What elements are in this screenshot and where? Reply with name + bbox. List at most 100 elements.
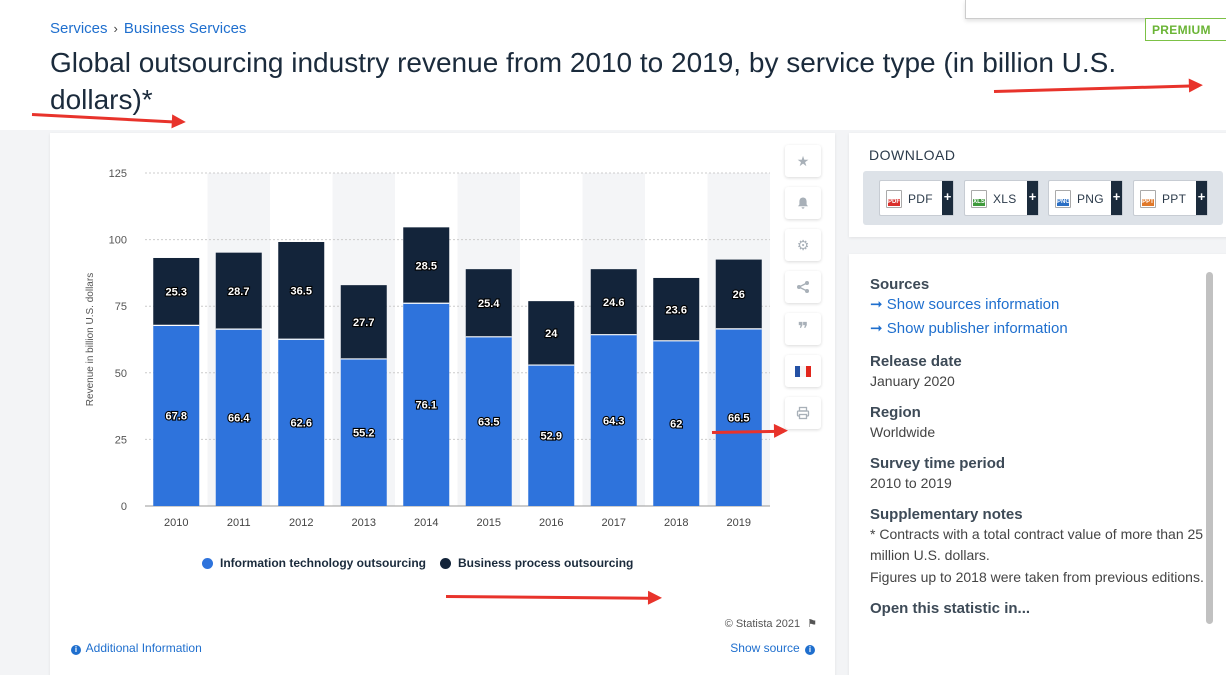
x-tick-label: 2017	[602, 517, 626, 529]
supplementary-notes-text: * Contracts with a total contract value …	[870, 526, 1204, 563]
data-label-it: 62	[670, 418, 682, 430]
download-pdf-label: PDF	[908, 192, 933, 206]
data-label-it: 55.2	[353, 427, 374, 439]
bell-icon[interactable]	[785, 187, 821, 219]
show-sources-label: Show sources information	[886, 296, 1060, 313]
data-label-bp: 28.5	[416, 260, 437, 272]
chart-legend: Information technology outsourcing Busin…	[202, 556, 633, 570]
release-date-heading: Release date	[870, 353, 962, 370]
show-sources-link[interactable]: ➞ Show sources information	[870, 293, 1205, 317]
sources-heading: Sources	[870, 276, 930, 293]
legend-item-bp[interactable]: Business process outsourcing	[440, 556, 633, 570]
data-label-it: 64.3	[603, 415, 624, 427]
bar-it[interactable]	[465, 336, 512, 506]
annotation-arrow	[711, 429, 785, 434]
survey-period-value: 2010 to 2019	[870, 475, 952, 491]
bar-it[interactable]	[215, 329, 262, 506]
info-icon: i	[71, 645, 81, 655]
gear-icon[interactable]: ⚙	[785, 229, 821, 261]
bar-bp[interactable]	[278, 241, 325, 340]
bar-it[interactable]	[403, 303, 450, 506]
download-ppt-button[interactable]: PPT PPT +	[1133, 180, 1208, 216]
breadcrumb-business-services[interactable]: Business Services	[123, 20, 247, 37]
data-label-it: 52.9	[541, 431, 562, 443]
data-label-bp: 25.3	[166, 287, 187, 299]
legend-label-bp: Business process outsourcing	[458, 556, 634, 570]
png-file-icon: PNG	[1055, 190, 1071, 208]
stacked-bar-chart: 0 25 50 75 100 125 Revenue in billion U.S. do…	[85, 168, 770, 529]
plus-icon: +	[942, 181, 953, 215]
x-tick-label: 2014	[414, 517, 438, 529]
plus-icon: +	[1196, 181, 1207, 215]
chart-card: 0 25 50 75 100 125 Revenue in billion U.S. do…	[50, 133, 835, 675]
y-tick-label: 125	[109, 168, 127, 180]
bar-it[interactable]	[715, 328, 762, 506]
download-xls-label: XLS	[993, 192, 1017, 206]
flag-icon: ⚑	[807, 618, 817, 630]
x-tick-label: 2013	[352, 517, 376, 529]
y-tick-label: 100	[109, 235, 127, 247]
bar-bp[interactable]	[653, 277, 700, 341]
page-title: Global outsourcing industry revenue from…	[50, 47, 1117, 115]
x-tick-label: 2012	[289, 517, 313, 529]
y-tick-label: 75	[115, 301, 127, 313]
download-png-label: PNG	[1077, 192, 1104, 206]
show-publisher-label: Show publisher information	[886, 320, 1068, 337]
data-label-bp: 24.6	[603, 297, 624, 309]
bar-bp[interactable]	[340, 285, 387, 359]
data-label-bp: 25.4	[478, 298, 500, 310]
french-flag-icon[interactable]	[785, 355, 821, 387]
data-label-it: 62.6	[291, 418, 312, 430]
show-source-label: Show source	[730, 641, 800, 655]
print-icon[interactable]	[785, 397, 821, 429]
breadcrumb: Services › Business Services	[50, 20, 246, 37]
supplementary-notes-text-2: Figures up to 2018 were taken from previ…	[870, 569, 1204, 585]
bar-bp[interactable]	[153, 257, 200, 326]
open-statistic-heading[interactable]: Open this statistic in...	[870, 600, 1031, 617]
plus-icon: +	[1027, 181, 1038, 215]
legend-dot-bp	[440, 557, 451, 569]
star-icon[interactable]: ★	[785, 145, 821, 177]
bar-it[interactable]	[590, 334, 637, 506]
show-publisher-link[interactable]: ➞ Show publisher information	[870, 317, 1205, 341]
download-pdf-button[interactable]: PDF PDF +	[879, 180, 954, 216]
bar-bp[interactable]	[590, 269, 637, 335]
scrollbar-thumb[interactable]	[1206, 272, 1213, 624]
download-xls-button[interactable]: XLS XLS +	[964, 180, 1039, 216]
bar-it[interactable]	[653, 340, 700, 506]
data-label-bp: 23.6	[666, 304, 687, 316]
info-icon: i	[805, 645, 815, 655]
region-heading: Region	[870, 404, 921, 421]
data-label-it: 76.1	[416, 400, 437, 412]
show-source-link[interactable]: Show source i	[730, 641, 817, 655]
bar-bp[interactable]	[403, 227, 450, 304]
bar-it[interactable]	[528, 365, 575, 506]
bar-bp[interactable]	[465, 269, 512, 337]
bar-bp[interactable]	[215, 252, 262, 330]
scrollbar-track[interactable]	[1206, 254, 1214, 675]
share-icon[interactable]	[785, 271, 821, 303]
bar-it[interactable]	[340, 358, 387, 506]
data-label-bp: 24	[545, 328, 558, 340]
download-ppt-label: PPT	[1162, 192, 1187, 206]
x-tick-label: 2019	[727, 517, 751, 529]
download-png-button[interactable]: PNG PNG +	[1048, 180, 1123, 216]
bar-it[interactable]	[278, 339, 325, 506]
bar-it[interactable]	[153, 325, 200, 506]
ppt-file-icon: PPT	[1140, 190, 1156, 208]
bar-bp[interactable]	[715, 259, 762, 329]
x-tick-label: 2010	[164, 517, 188, 529]
dropdown-popup	[965, 0, 1226, 19]
data-label-bp: 27.7	[353, 317, 374, 329]
y-tick-label: 25	[115, 434, 127, 446]
quote-icon[interactable]: ❞	[785, 313, 821, 345]
bar-bp[interactable]	[528, 301, 575, 366]
survey-period-heading: Survey time period	[870, 455, 1006, 472]
y-axis-label: Revenue in billion U.S. dollars	[85, 273, 96, 406]
arrow-right-icon: ➞	[870, 320, 887, 337]
legend-item-it[interactable]: Information technology outsourcing	[202, 556, 426, 570]
release-date-value: January 2020	[870, 373, 955, 389]
additional-information-link[interactable]: i Additional Information	[69, 641, 202, 655]
breadcrumb-services[interactable]: Services	[50, 20, 108, 37]
x-tick-label: 2015	[477, 517, 501, 529]
